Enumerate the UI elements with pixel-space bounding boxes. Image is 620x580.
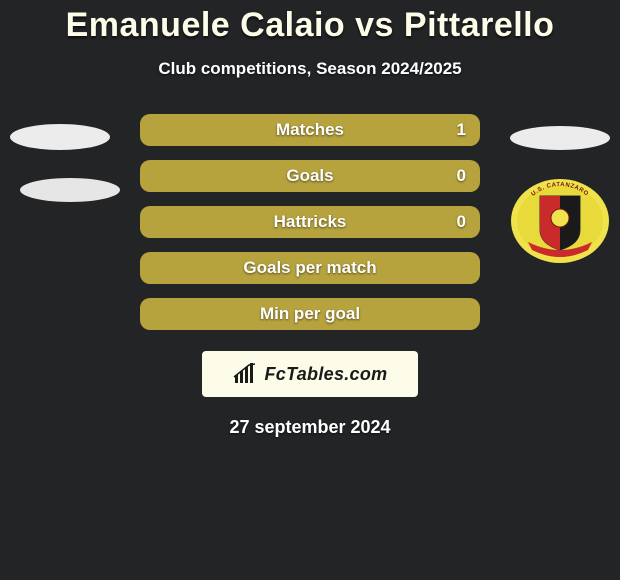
stat-label: Goals per match (243, 258, 376, 278)
stat-label: Goals (286, 166, 333, 186)
stat-row: Goals 0 (0, 153, 620, 199)
comparison-container: Emanuele Calaio vs Pittarello Club compe… (0, 0, 620, 580)
stat-label: Min per goal (260, 304, 360, 324)
stat-row: Hattricks 0 (0, 199, 620, 245)
barchart-icon (233, 363, 259, 385)
stat-bar: Goals 0 (140, 160, 480, 192)
stat-value: 0 (457, 206, 466, 238)
subtitle: Club competitions, Season 2024/2025 (0, 59, 620, 79)
date-label: 27 september 2024 (0, 417, 620, 438)
stat-bar: Hattricks 0 (140, 206, 480, 238)
stat-bar: Matches 1 (140, 114, 480, 146)
stat-value: 0 (457, 160, 466, 192)
stat-bar: Goals per match (140, 252, 480, 284)
stat-row: Goals per match (0, 245, 620, 291)
stats-list: Matches 1 Goals 0 Hattricks 0 Goals per … (0, 107, 620, 337)
page-title: Emanuele Calaio vs Pittarello (0, 6, 620, 45)
source-logo-text: FcTables.com (265, 364, 388, 385)
stat-row: Min per goal (0, 291, 620, 337)
stat-label: Matches (276, 120, 344, 140)
stat-bar: Min per goal (140, 298, 480, 330)
source-logo: FcTables.com (202, 351, 418, 397)
stat-row: Matches 1 (0, 107, 620, 153)
stat-value: 1 (457, 114, 466, 146)
stat-label: Hattricks (274, 212, 347, 232)
